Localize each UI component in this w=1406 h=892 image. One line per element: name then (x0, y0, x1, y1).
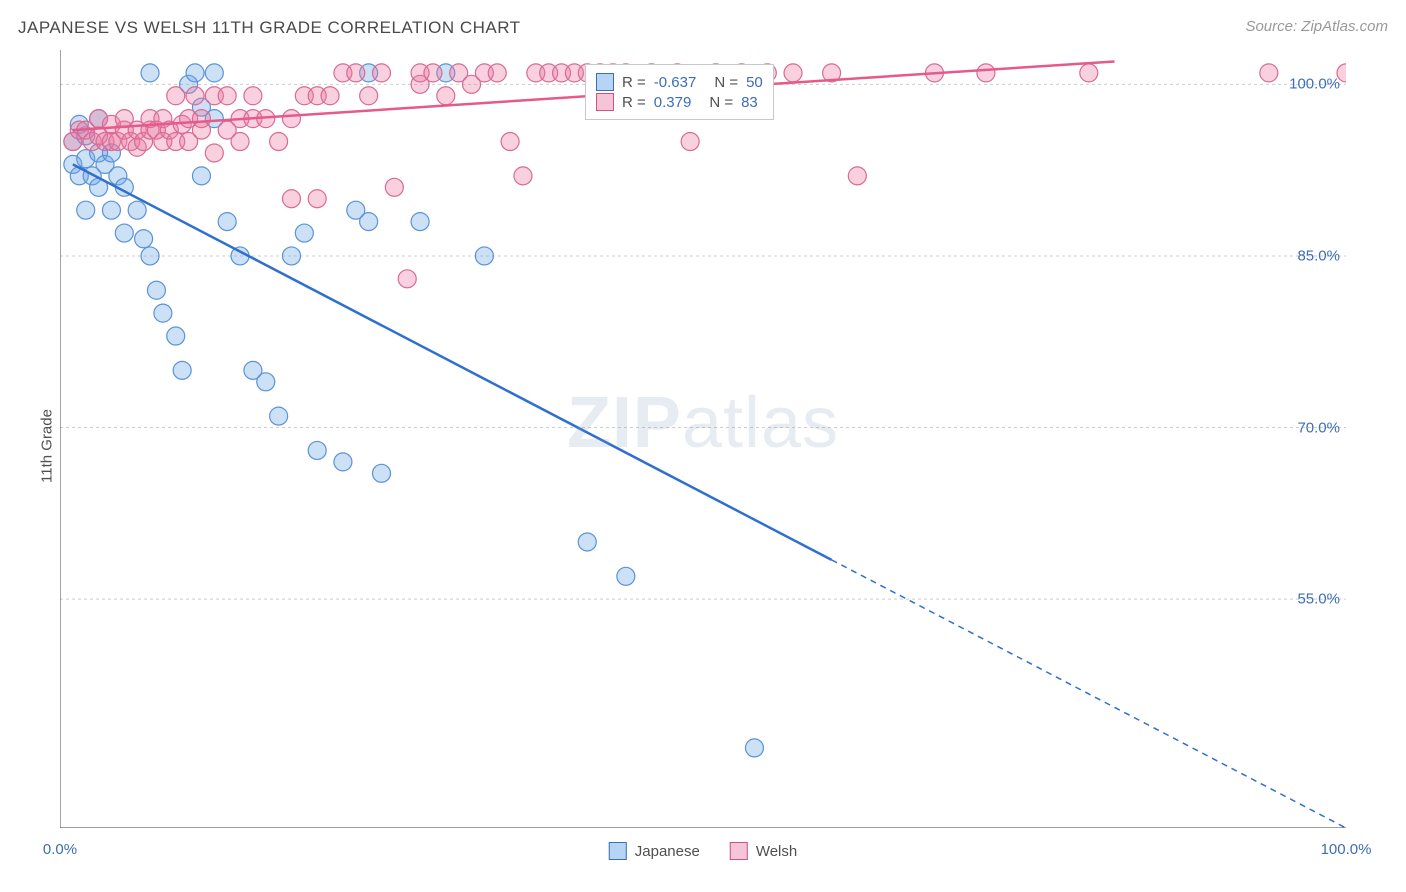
x-tick-label: 0.0% (43, 841, 77, 858)
source-attribution: Source: ZipAtlas.com (1245, 18, 1388, 35)
legend-swatch-welsh (730, 842, 748, 860)
legend-n-label: N = (714, 74, 738, 91)
x-tick-label: 100.0% (1321, 841, 1372, 858)
y-axis-label: 11th Grade (38, 409, 55, 483)
legend-corr-swatch (596, 73, 614, 91)
legend-n-label: N = (709, 94, 733, 111)
legend-label-welsh: Welsh (756, 843, 797, 860)
legend-correlation-box: R = -0.637 N = 50 R = 0.379 N = 83 (585, 64, 774, 120)
legend-corr-swatch (596, 93, 614, 111)
plot-area: ZIPatlas R = -0.637N = 50R = 0.379N = 83… (60, 50, 1346, 828)
y-tick-label: 70.0% (1297, 419, 1340, 436)
y-tick-label: 85.0% (1297, 247, 1340, 264)
legend-r-value: -0.637 (654, 74, 697, 91)
legend-r-label: R = (622, 94, 646, 111)
y-tick-label: 55.0% (1297, 591, 1340, 608)
chart-title: JAPANESE VS WELSH 11TH GRADE CORRELATION… (18, 18, 521, 38)
legend-series: Japanese Welsh (609, 842, 797, 860)
legend-label-japanese: Japanese (635, 843, 700, 860)
legend-corr-row-japanese: R = -0.637 N = 50 (596, 73, 763, 91)
legend-r-label: R = (622, 74, 646, 91)
legend-n-value: 50 (746, 74, 763, 91)
legend-swatch-japanese (609, 842, 627, 860)
legend-corr-row-welsh: R = 0.379 N = 83 (596, 93, 763, 111)
legend-item-welsh: Welsh (730, 842, 797, 860)
chart-svg (60, 50, 1346, 828)
chart-container: JAPANESE VS WELSH 11TH GRADE CORRELATION… (0, 0, 1406, 892)
legend-n-value: 83 (741, 94, 758, 111)
legend-r-value: 0.379 (654, 94, 692, 111)
legend-item-japanese: Japanese (609, 842, 700, 860)
y-tick-label: 100.0% (1289, 76, 1340, 93)
